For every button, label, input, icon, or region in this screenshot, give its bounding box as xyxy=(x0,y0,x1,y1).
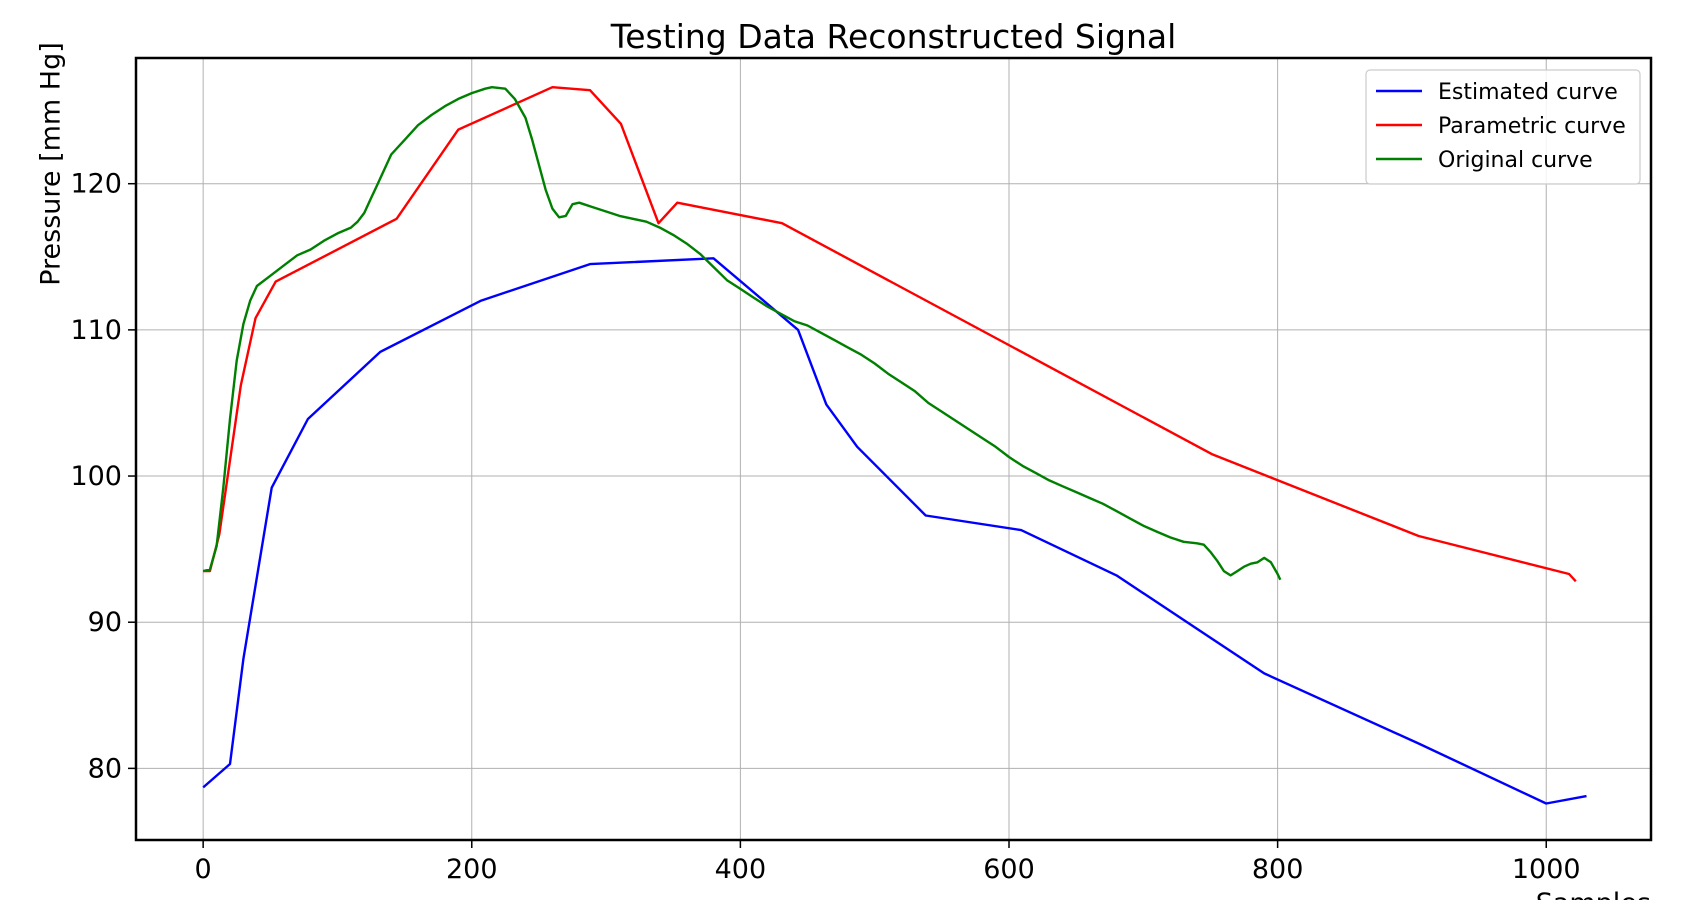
plot-frame xyxy=(134,56,1653,842)
chart-title: Testing Data Reconstructed Signal xyxy=(610,17,1177,56)
x-tick-label: 800 xyxy=(1252,854,1304,885)
y-tick-label: 120 xyxy=(70,169,122,200)
legend-box xyxy=(1365,69,1641,185)
y-tick-label: 90 xyxy=(88,607,122,638)
x-tick-label: 1000 xyxy=(1512,854,1581,885)
y-tick-label: 80 xyxy=(88,753,122,784)
series-line-1 xyxy=(202,257,1587,805)
series-line-3 xyxy=(202,86,1282,581)
x-tick-label: 0 xyxy=(195,854,212,885)
y-axis-label: Pressure [mm Hg] xyxy=(36,42,67,286)
series-line-2 xyxy=(203,86,1577,583)
grid-lines xyxy=(136,58,1651,840)
x-axis-ticks: 0 200 400 600 800 1000 xyxy=(195,840,1581,885)
legend-label-2: Parametric curve xyxy=(1438,114,1626,139)
y-tick-label: 100 xyxy=(70,461,122,492)
y-axis-ticks: 80 90 100 110 120 xyxy=(70,169,136,784)
x-axis-label: Samples xyxy=(1536,888,1651,900)
legend: Estimated curve Parametric curve Original … xyxy=(1365,69,1641,185)
x-tick-label: 200 xyxy=(446,854,498,885)
legend-label-3: Original curve xyxy=(1438,148,1593,173)
x-tick-label: 400 xyxy=(715,854,767,885)
legend-label-1: Estimated curve xyxy=(1438,80,1618,105)
y-tick-label: 110 xyxy=(70,315,122,346)
series-lines xyxy=(202,86,1587,805)
x-tick-label: 600 xyxy=(983,854,1035,885)
